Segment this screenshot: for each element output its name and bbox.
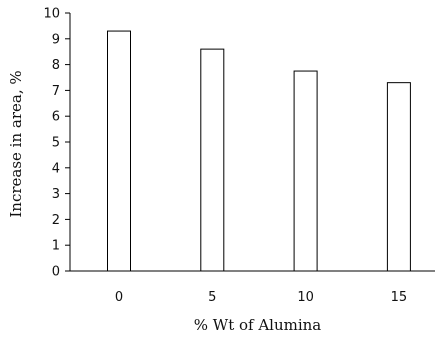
y-axis-ticks: 0 1 2 3 4 5 6 7 8 9 10	[43, 7, 70, 280]
y-tick-label: 1	[52, 239, 60, 254]
y-tick-label: 4	[52, 161, 60, 176]
y-tick-label: 2	[52, 213, 60, 228]
y-tick-label: 9	[52, 32, 60, 47]
bar-5	[200, 48, 225, 272]
y-tick-label: 6	[52, 110, 60, 125]
y-tick-label: 0	[52, 265, 60, 280]
bar-10	[293, 70, 318, 272]
y-tick-label: 7	[52, 84, 60, 99]
y-tick-label: 8	[52, 58, 60, 73]
y-tick-label: 3	[52, 187, 60, 202]
y-axis-title: Increase in area, %	[7, 70, 25, 217]
plot-area	[107, 30, 411, 272]
bar-0	[107, 30, 131, 272]
y-tick-label: 10	[43, 7, 60, 22]
x-tick-label: 10	[297, 290, 314, 305]
x-tick-label: 5	[208, 290, 216, 305]
bar-15	[386, 82, 411, 272]
x-axis-title: % Wt of Alumina	[194, 316, 322, 334]
y-tick-label: 5	[52, 136, 60, 151]
x-tick-label: 15	[391, 290, 408, 305]
x-tick-label: 0	[115, 290, 123, 305]
x-axis-ticks: 0 5 10 15	[115, 290, 407, 305]
